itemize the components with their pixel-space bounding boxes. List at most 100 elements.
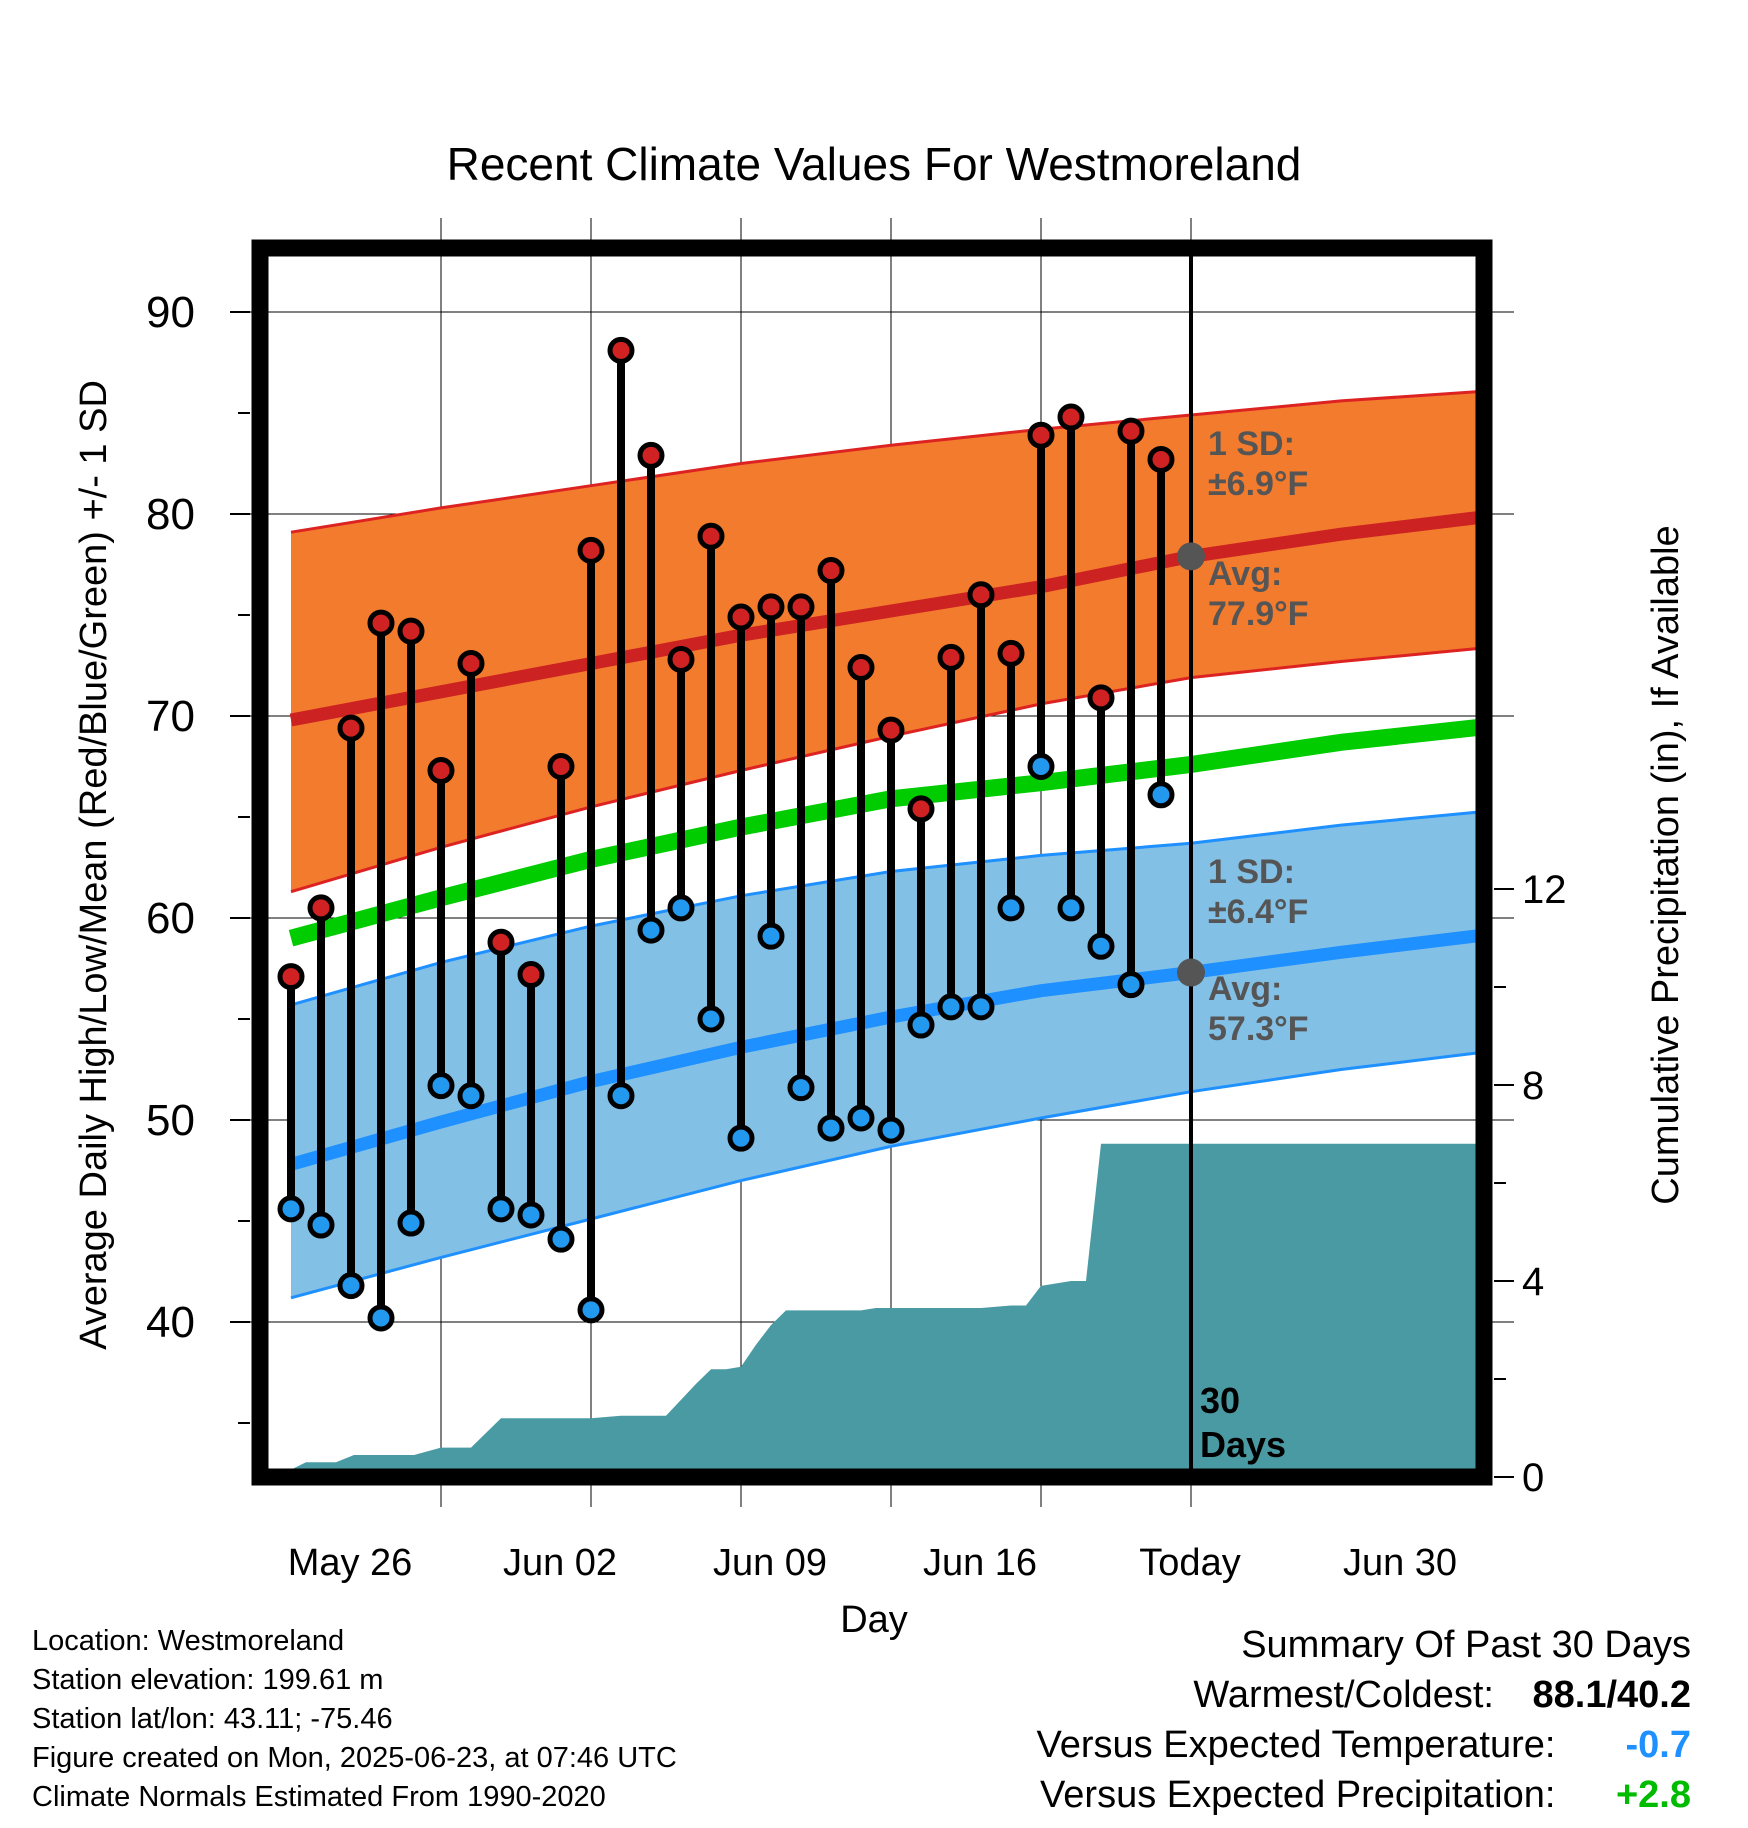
daily-high-point (397, 617, 425, 645)
x-tick-label: Jun 02 (503, 1542, 617, 1584)
daily-low-point (427, 1072, 455, 1100)
y2-tick-label: 12 (1522, 868, 1567, 912)
daily-high-point (1027, 421, 1055, 449)
daily-low-point (307, 1211, 335, 1239)
y-tick-label: 40 (146, 1298, 195, 1347)
daily-low-point (607, 1082, 635, 1110)
daily-high-point (487, 928, 515, 956)
summary-precip: Versus Expected Precipitation: +2.8 (1037, 1770, 1691, 1820)
x-tick-label: May 26 (288, 1542, 413, 1584)
daily-low-point (397, 1209, 425, 1237)
daily-high-point (727, 603, 755, 631)
daily-low-point (817, 1114, 845, 1142)
y2-axis-label: Cumulative Precipitation (in), If Availa… (1645, 525, 1687, 1204)
x-tick-label: Jun 30 (1343, 1542, 1457, 1584)
daily-high-point (637, 441, 665, 469)
summary-temp: Versus Expected Temperature: -0.7 (1037, 1720, 1691, 1770)
y-tick-label: 90 (146, 288, 195, 337)
daily-low-point (667, 894, 695, 922)
daily-low-point (367, 1304, 395, 1332)
window-annotation: 30 Days (1200, 1380, 1286, 1465)
daily-high-point (997, 639, 1025, 667)
x-axis-label: Day (840, 1599, 908, 1641)
precip-label: Versus Expected Precipitation: (1040, 1774, 1556, 1816)
daily-low-point (517, 1201, 545, 1229)
daily-low-point (1057, 894, 1085, 922)
daily-high-point (967, 581, 995, 609)
location-text: Location: Westmoreland (32, 1625, 345, 1657)
low-sd-annotation: 1 SD: ±6.4°F (1208, 853, 1308, 931)
today-high-avg-dot (1177, 542, 1205, 571)
y-tick-label: 80 (146, 490, 195, 539)
daily-high-point (1117, 417, 1145, 445)
daily-low-point (277, 1195, 305, 1223)
low-avg-annotation: Avg: 57.3°F (1208, 970, 1309, 1048)
daily-low-point (1147, 781, 1175, 809)
daily-low-point (847, 1104, 875, 1132)
daily-low-point (1027, 753, 1055, 780)
daily-high-point (907, 795, 935, 823)
daily-high-point (607, 336, 635, 364)
daily-high-point (517, 961, 545, 989)
x-tick-label: Jun 16 (923, 1542, 1037, 1584)
temp-label: Versus Expected Temperature: (1036, 1724, 1556, 1766)
temp-value: -0.7 (1625, 1724, 1691, 1766)
daily-low-point (697, 1005, 725, 1033)
daily-high-point (1147, 445, 1175, 473)
daily-high-point (937, 643, 965, 671)
summary-title: Summary Of Past 30 Days (1241, 1624, 1691, 1666)
daily-high-point (367, 609, 395, 637)
daily-low-point (997, 894, 1025, 922)
x-tick-label: Today (1139, 1542, 1240, 1584)
chart-title: Recent Climate Values For Westmoreland (447, 138, 1302, 190)
daily-high-point (577, 536, 605, 564)
latlon-text: Station lat/lon: 43.11; -75.46 (32, 1703, 393, 1735)
today-low-avg-dot (1177, 958, 1205, 987)
daily-high-point (427, 757, 455, 785)
daily-high-point (307, 894, 335, 922)
daily-low-point (757, 922, 785, 950)
y-axis-label: Average Daily High/Low/Mean (Red/Blue/Gr… (73, 380, 115, 1350)
x-tick-label: Jun 09 (713, 1542, 827, 1584)
daily-high-point (697, 522, 725, 550)
daily-low-point (727, 1124, 755, 1152)
daily-high-point (817, 557, 845, 585)
daily-high-point (1087, 684, 1115, 712)
daily-low-point (787, 1074, 815, 1102)
daily-low-point (637, 916, 665, 944)
y-tick-label: 60 (146, 894, 195, 943)
plot-area: 1 SD: ±6.9°F Avg: 77.9°F 1 SD: ±6.4°F Avg: 57.3… (146, 218, 1567, 1584)
daily-high-point (457, 649, 485, 677)
daily-low-point (1117, 971, 1145, 999)
y2-tick-label: 4 (1522, 1260, 1544, 1304)
precip-value: +2.8 (1615, 1774, 1691, 1816)
y2-tick-label: 8 (1522, 1064, 1544, 1108)
daily-high-point (1057, 403, 1085, 431)
daily-low-point (337, 1272, 365, 1300)
high-sd-annotation: 1 SD: ±6.9°F (1208, 425, 1308, 503)
daily-high-point (787, 593, 815, 621)
precipitation-area (276, 1143, 1491, 1477)
created-text: Figure created on Mon, 2025-06-23, at 07… (32, 1742, 677, 1774)
elevation-text: Station elevation: 199.61 m (32, 1664, 384, 1696)
summary-warm-cold: Warmest/Coldest: 88.1/40.2 (1037, 1670, 1691, 1720)
daily-high-point (277, 963, 305, 991)
normals-text: Climate Normals Estimated From 1990-2020 (32, 1781, 606, 1813)
low-lower-line (290, 1049, 1492, 1300)
high-avg-annotation: Avg: 77.9°F (1208, 555, 1309, 633)
daily-high-point (667, 645, 695, 673)
daily-low-point (577, 1296, 605, 1324)
daily-high-point (757, 593, 785, 621)
station-info: Location: Westmoreland Station elevation… (32, 1622, 677, 1817)
y-tick-label: 50 (146, 1096, 195, 1145)
daily-low-point (907, 1011, 935, 1039)
daily-high-point (877, 716, 905, 744)
normal-high-line (289, 509, 1492, 727)
daily-low-point (1087, 932, 1115, 960)
daily-high-point (337, 714, 365, 742)
daily-high-point (547, 753, 575, 780)
summary-panel: Summary Of Past 30 Days Warmest/Coldest:… (1037, 1620, 1691, 1820)
warm-cold-label: Warmest/Coldest: (1193, 1674, 1494, 1716)
plot-frame (251, 239, 1493, 1486)
